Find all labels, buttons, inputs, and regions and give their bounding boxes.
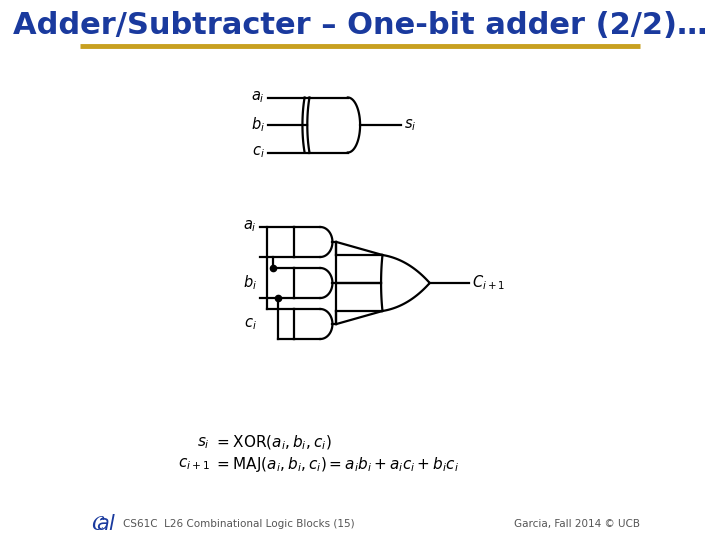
Text: $a_i$: $a_i$	[243, 218, 257, 234]
Text: CS61C  L26 Combinational Logic Blocks (15): CS61C L26 Combinational Logic Blocks (15…	[123, 519, 355, 529]
Text: Garcia, Fall 2014 © UCB: Garcia, Fall 2014 © UCB	[513, 519, 639, 529]
Text: $\mathcal{C}\!\!al$: $\mathcal{C}\!\!al$	[91, 514, 117, 534]
Text: $a_i$: $a_i$	[251, 90, 265, 105]
Text: $= \mathrm{XOR}(a_i, b_i, c_i)$: $= \mathrm{XOR}(a_i, b_i, c_i)$	[214, 434, 332, 452]
Text: $s_i$: $s_i$	[404, 117, 416, 133]
Text: $c_{i+1}$: $c_{i+1}$	[178, 456, 210, 472]
Text: $C_{i+1}$: $C_{i+1}$	[472, 274, 505, 292]
Text: $c_i$: $c_i$	[244, 316, 257, 332]
Text: $c_i$: $c_i$	[252, 145, 265, 160]
Text: $= \mathrm{MAJ}(a_i, b_i, c_i) = a_i b_i + a_i c_i + b_i c_i$: $= \mathrm{MAJ}(a_i, b_i, c_i) = a_i b_i…	[214, 455, 459, 474]
Text: Adder/Subtracter – One-bit adder (2/2)…: Adder/Subtracter – One-bit adder (2/2)…	[13, 11, 707, 40]
Text: $b_i$: $b_i$	[251, 116, 265, 134]
Text: $s_i$: $s_i$	[197, 435, 210, 451]
Text: $b_i$: $b_i$	[243, 274, 257, 292]
